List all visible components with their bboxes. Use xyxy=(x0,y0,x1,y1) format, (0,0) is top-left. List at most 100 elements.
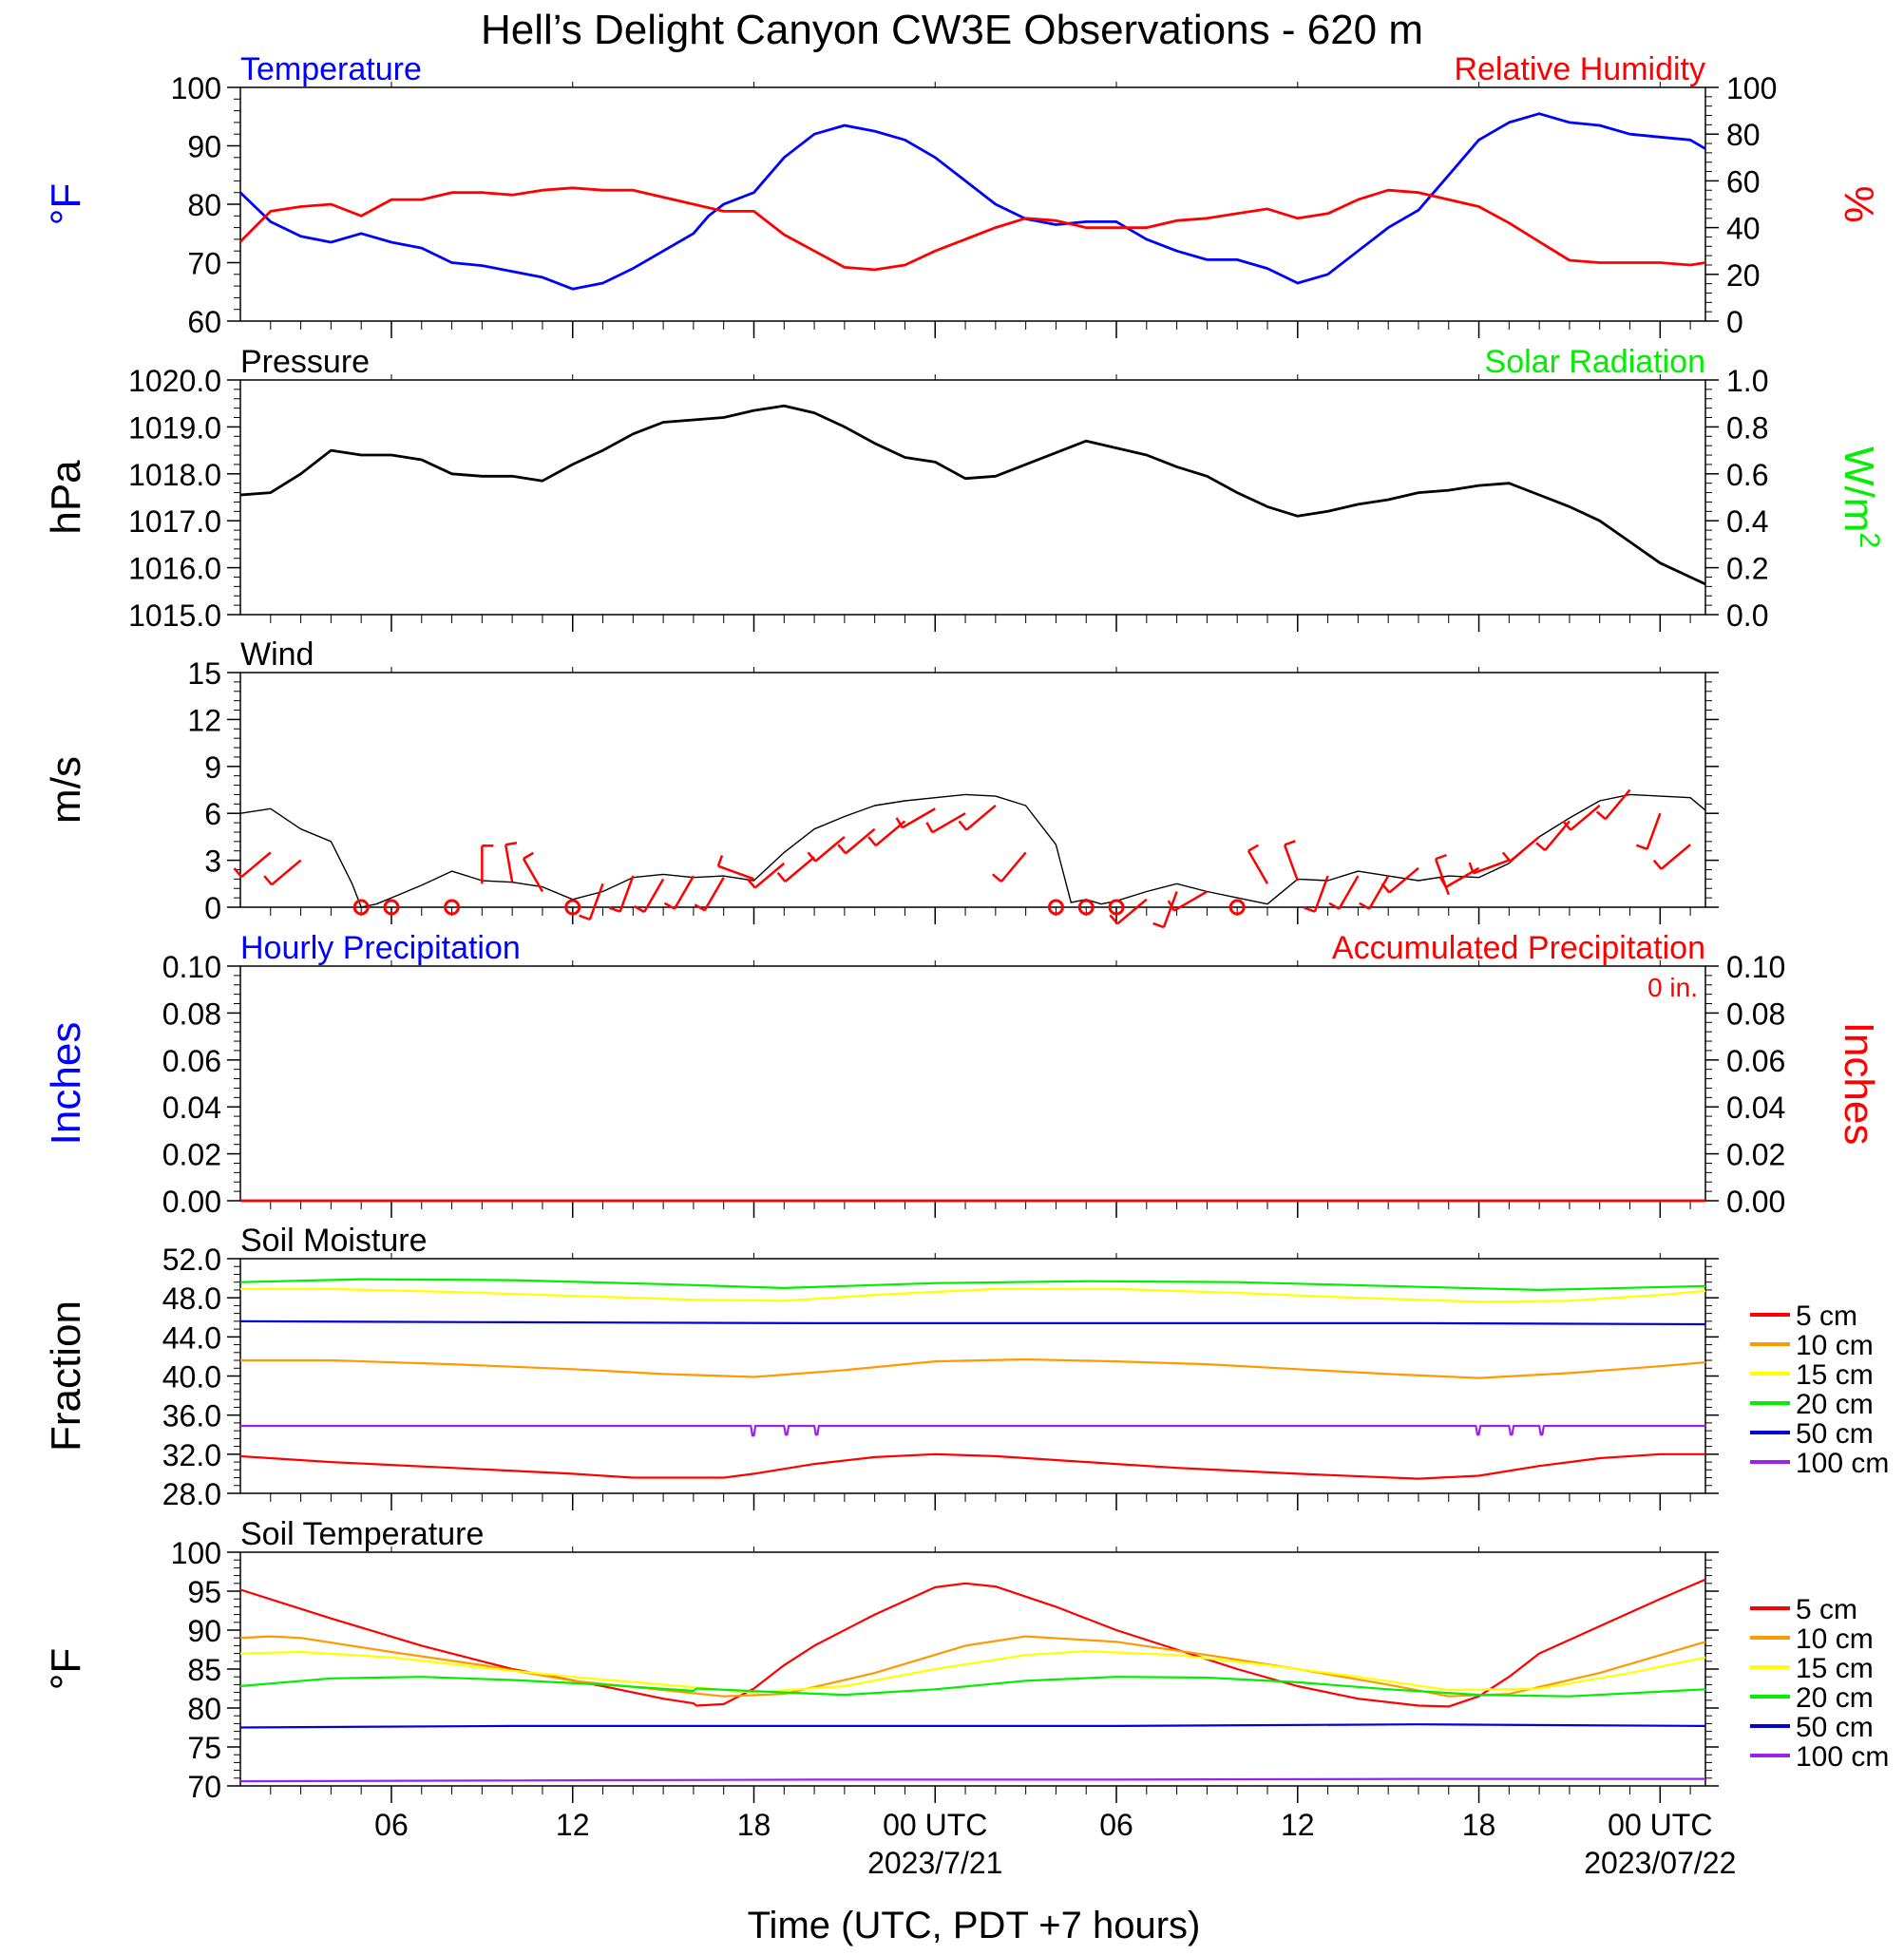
right-tick-label: 0.00 xyxy=(1726,1185,1785,1219)
time-axis-labels: 06 12 18 00 UTC 2023/7/21 06 12 18 00 UTC 2023/07… xyxy=(374,1808,1736,1880)
right-tick-label: 40 xyxy=(1726,212,1761,246)
y-axis-label-left: hPa xyxy=(43,460,89,535)
wind-barb-flag xyxy=(233,867,243,878)
left-tick-label: 28.0 xyxy=(162,1477,221,1511)
right-tick-label: 0.0 xyxy=(1726,598,1768,633)
wind-barb-flag xyxy=(776,872,787,883)
wind-barb-flag xyxy=(807,851,817,863)
series-100-cm xyxy=(239,1777,1705,1783)
left-tick-label: 95 xyxy=(187,1575,221,1609)
left-tick-label: 12 xyxy=(187,703,221,737)
wind-barb xyxy=(643,878,665,913)
wind-barb-calm xyxy=(1228,899,1246,916)
left-tick-label: 1019.0 xyxy=(128,410,221,445)
legend-label: 15 cm xyxy=(1796,1359,1874,1391)
left-tick-label: 1015.0 xyxy=(128,598,221,633)
wind-barb xyxy=(1434,858,1450,896)
wind-barb xyxy=(1173,890,1209,912)
legend-label: 20 cm xyxy=(1796,1682,1874,1714)
wind-barb-flag xyxy=(1595,810,1607,821)
wind-barb-flag xyxy=(1109,914,1119,925)
wind-barb xyxy=(1604,788,1631,820)
wind-barb-flag xyxy=(1438,876,1447,888)
right-tick-label: 0.10 xyxy=(1726,950,1785,984)
series-20-cm xyxy=(239,1676,1706,1698)
chart-title: Hell’s Delight Canyon CW3E Observations … xyxy=(481,7,1423,53)
wind-barb xyxy=(1368,875,1390,910)
y-axis-label-right: % xyxy=(1836,185,1882,222)
left-tick-label: 9 xyxy=(204,750,221,785)
left-tick-label: 0 xyxy=(204,891,221,925)
wind-barb-flag xyxy=(1167,900,1175,912)
y-axis-label-right: Inches xyxy=(1836,1022,1882,1146)
wind-barb-flag xyxy=(634,904,645,914)
series-relative-humidity xyxy=(239,186,1706,272)
wind-barb-flag xyxy=(1284,840,1296,846)
series-15-cm xyxy=(240,1287,1706,1303)
left-tick-label: 75 xyxy=(187,1731,221,1765)
panel-frame xyxy=(239,672,1706,908)
right-tick-label: 1.0 xyxy=(1726,364,1768,398)
time-date-label: 2023/07/22 xyxy=(1584,1846,1736,1880)
wind-barb-flag xyxy=(608,906,621,913)
wind-barb xyxy=(931,812,966,834)
wind-barb-flag xyxy=(925,822,934,833)
legend-label: 100 cm xyxy=(1796,1741,1889,1773)
wind-barb-calm xyxy=(1047,899,1064,916)
left-tick-label: 48.0 xyxy=(162,1281,221,1316)
series-15-cm xyxy=(239,1649,1706,1694)
wind-barb xyxy=(1116,898,1148,925)
left-tick-label: 0.04 xyxy=(162,1091,221,1125)
time-tick-label: 18 xyxy=(1462,1808,1496,1842)
wind-barb xyxy=(1338,875,1360,910)
right-tick-label: 0.06 xyxy=(1726,1044,1785,1078)
left-tick-label: 70 xyxy=(187,247,221,281)
left-tick-label: 80 xyxy=(187,188,221,222)
wind-barb-flag xyxy=(694,903,706,912)
wind-barb xyxy=(845,827,876,855)
wind-barb xyxy=(588,883,604,921)
right-tick-label: 80 xyxy=(1726,118,1761,152)
left-tick-label: 52.0 xyxy=(162,1243,221,1277)
left-tick-label: 3 xyxy=(204,845,221,879)
wind-barb-calm xyxy=(1077,899,1095,916)
series-50-cm xyxy=(239,1723,1706,1729)
wind-barb xyxy=(240,851,272,879)
panel-6: 70 75 80 85 90 95 100 Soil Temperature °F 5 cm10 … xyxy=(43,1516,1889,1804)
left-tick-label: 0.10 xyxy=(162,950,221,984)
wind-barb-flag xyxy=(1501,851,1512,863)
wind-barbs xyxy=(233,788,1691,929)
panel-title-left: Soil Moisture xyxy=(240,1223,428,1259)
time-date-label: 2023/7/21 xyxy=(867,1846,1002,1880)
left-tick-label: 36.0 xyxy=(162,1399,221,1433)
panel-title-left: Soil Temperature xyxy=(240,1516,484,1552)
left-tick-label: 100 xyxy=(171,1536,221,1570)
wind-barb-flag xyxy=(1304,906,1316,913)
series-50-cm xyxy=(239,1319,1706,1326)
wind-barb-calm xyxy=(564,899,581,916)
left-tick-label: 6 xyxy=(204,797,221,831)
left-tick-label: 15 xyxy=(187,656,221,691)
wind-barb-flag xyxy=(1152,921,1165,929)
wind-barb xyxy=(901,807,936,829)
left-tick-label: 1018.0 xyxy=(128,458,221,492)
legend-label: 5 cm xyxy=(1796,1594,1857,1625)
wind-barb xyxy=(814,835,846,863)
wind-barb xyxy=(1509,835,1540,863)
wind-barb xyxy=(784,856,815,883)
right-tick-label: 0.04 xyxy=(1726,1091,1785,1125)
right-tick-label: 0.02 xyxy=(1726,1138,1785,1172)
right-tick-label: 0 xyxy=(1726,305,1743,339)
left-tick-label: 70 xyxy=(187,1770,221,1804)
wind-barb-flag xyxy=(1535,842,1547,852)
left-tick-label: 1017.0 xyxy=(128,504,221,539)
panel-3: 0 3 6 9 12 15 Wind m/s xyxy=(43,636,1719,929)
wind-barb-flag xyxy=(991,873,1002,883)
wind-barb-flag xyxy=(958,820,968,831)
y-axis-label-left: °F xyxy=(43,183,89,225)
wind-barb-flag xyxy=(1328,902,1340,910)
wind-barb xyxy=(1660,844,1691,870)
y-axis-label-left: m/s xyxy=(43,756,89,824)
wind-barb-flag xyxy=(1562,820,1572,831)
